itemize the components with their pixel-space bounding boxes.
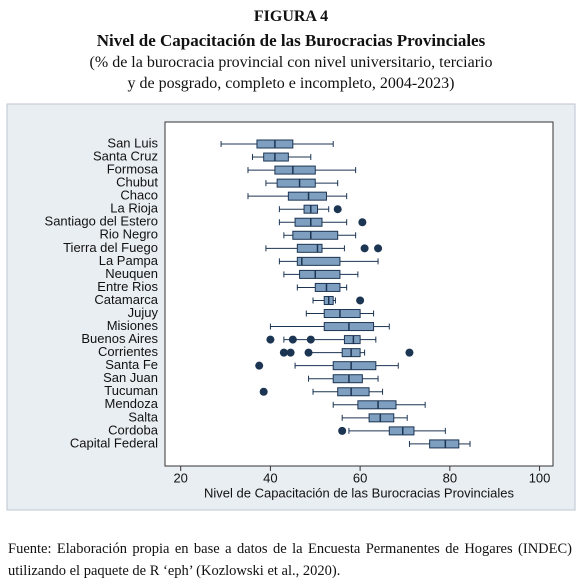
chart: Nivel de Capacitación de las Burocracias…: [6, 103, 576, 511]
outlier: [338, 426, 347, 435]
y-tick-label: Formosa: [107, 162, 159, 177]
x-tick-label: 100: [529, 470, 551, 485]
box: [296, 256, 341, 266]
box: [357, 400, 397, 410]
y-tick-label: Rio Negro: [99, 227, 158, 242]
box: [274, 165, 316, 175]
box: [429, 439, 460, 449]
x-tick-label: 80: [443, 470, 457, 485]
figure-subtitle: (% de la burocracia provincial con nivel…: [89, 54, 493, 71]
outlier: [259, 387, 268, 396]
y-tick-label: Tucuman: [104, 383, 158, 398]
x-tick-label: 40: [263, 470, 277, 485]
y-tick-label: Cordoba: [108, 422, 159, 437]
y-tick-label: Chaco: [120, 188, 158, 203]
outlier: [266, 335, 275, 344]
source-note: Fuente: Elaboración propia en base a dat…: [8, 541, 572, 579]
x-tick-label: 60: [353, 470, 367, 485]
y-tick-label: Misiones: [107, 318, 159, 333]
y-tick-label: Neuquen: [105, 266, 158, 281]
box: [292, 230, 339, 240]
box: [287, 191, 327, 201]
outlier: [304, 348, 313, 357]
y-tick-label: La Rioja: [110, 201, 158, 216]
outlier: [360, 244, 369, 253]
y-tick-label: Buenos Aires: [81, 331, 158, 346]
outlier: [255, 361, 264, 370]
y-tick-label: Santiago del Estero: [45, 214, 158, 229]
y-tick-label: Chubut: [116, 175, 158, 190]
box: [276, 178, 316, 188]
outlier: [306, 335, 315, 344]
y-tick-label: Santa Cruz: [93, 148, 158, 163]
box: [323, 309, 361, 319]
box: [314, 282, 341, 292]
box: [337, 387, 370, 397]
box: [299, 269, 341, 279]
y-tick-label: Corrientes: [98, 344, 158, 359]
plot-frame: [164, 121, 554, 467]
outlier: [405, 348, 414, 357]
outlier: [374, 244, 383, 253]
y-tick-label: Capital Federal: [70, 435, 158, 450]
box: [343, 335, 361, 345]
y-tick-label: Catamarca: [94, 292, 158, 307]
outlier: [356, 296, 365, 305]
outlier: [279, 348, 288, 357]
y-tick-label: Santa Fe: [105, 357, 158, 372]
y-tick-label: La Pampa: [99, 253, 159, 268]
y-tick-label: Mendoza: [105, 396, 159, 411]
outlier: [286, 348, 295, 357]
figure-subtitle: y de posgrado, completo e incompleto, 20…: [127, 75, 455, 92]
box: [296, 243, 323, 253]
x-tick-label: 20: [173, 470, 187, 485]
box: [294, 217, 323, 227]
outlier: [358, 218, 367, 227]
box: [332, 374, 363, 384]
outlier: [288, 335, 297, 344]
x-axis-label: Nivel de Capacitación de las Burocracias…: [204, 485, 514, 500]
box: [263, 152, 289, 162]
box: [368, 413, 395, 423]
figure-label: FIGURA 4: [253, 8, 329, 25]
y-tick-label: Jujuy: [128, 305, 159, 320]
y-tick-label: Salta: [128, 409, 158, 424]
box: [388, 426, 415, 436]
y-tick-label: San Luis: [107, 135, 158, 150]
y-tick-label: Entre Rios: [97, 279, 158, 294]
outlier: [333, 205, 342, 214]
y-tick-label: Tierra del Fuego: [63, 240, 158, 255]
figure-title: Nivel de Capacitación de las Burocracias…: [96, 31, 486, 50]
y-tick-label: San Juan: [103, 370, 158, 385]
box: [332, 361, 377, 371]
